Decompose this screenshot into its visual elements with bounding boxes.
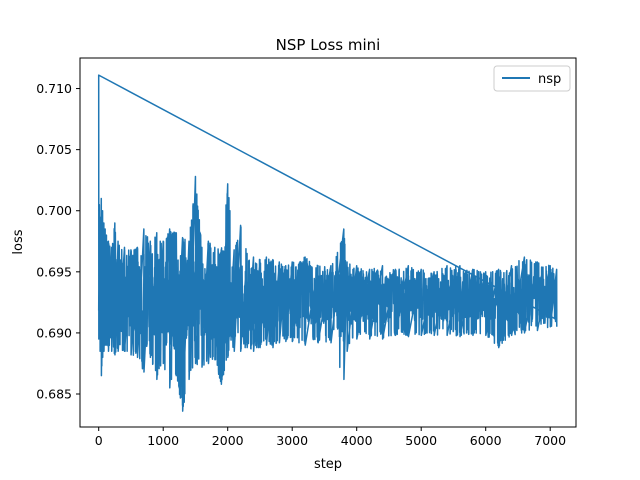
y-axis-label: loss <box>11 229 26 254</box>
legend-label-nsp: nsp <box>538 72 561 87</box>
x-axis-label: step <box>314 457 342 472</box>
y-tick-label: 0.685 <box>36 387 72 402</box>
x-tick-label: 2000 <box>212 433 244 448</box>
y-tick-label: 0.690 <box>36 325 72 340</box>
chart-title: NSP Loss mini <box>276 36 381 54</box>
series-layer <box>97 74 558 412</box>
legend-box <box>493 65 571 92</box>
x-tick-label: 5000 <box>405 433 437 448</box>
plot-frame <box>79 57 577 428</box>
x-axis-ticks: 0 1000 2000 3000 4000 5000 6000 7000 <box>95 427 566 448</box>
y-tick-label: 0.695 <box>36 264 72 279</box>
y-tick-label: 0.705 <box>36 142 72 157</box>
y-axis-ticks: 0.685 0.690 0.695 0.700 0.705 0.710 <box>36 81 80 402</box>
y-tick-label: 0.700 <box>36 203 72 218</box>
y-tick-label: 0.710 <box>36 81 72 96</box>
x-tick-label: 3000 <box>276 433 308 448</box>
x-tick-label: 7000 <box>534 433 566 448</box>
x-tick-label: 6000 <box>470 433 502 448</box>
x-tick-label: 0 <box>95 433 103 448</box>
x-tick-label: 4000 <box>341 433 373 448</box>
x-tick-label: 1000 <box>147 433 179 448</box>
legend: nsp <box>493 65 571 92</box>
series-line-nsp <box>97 74 558 412</box>
